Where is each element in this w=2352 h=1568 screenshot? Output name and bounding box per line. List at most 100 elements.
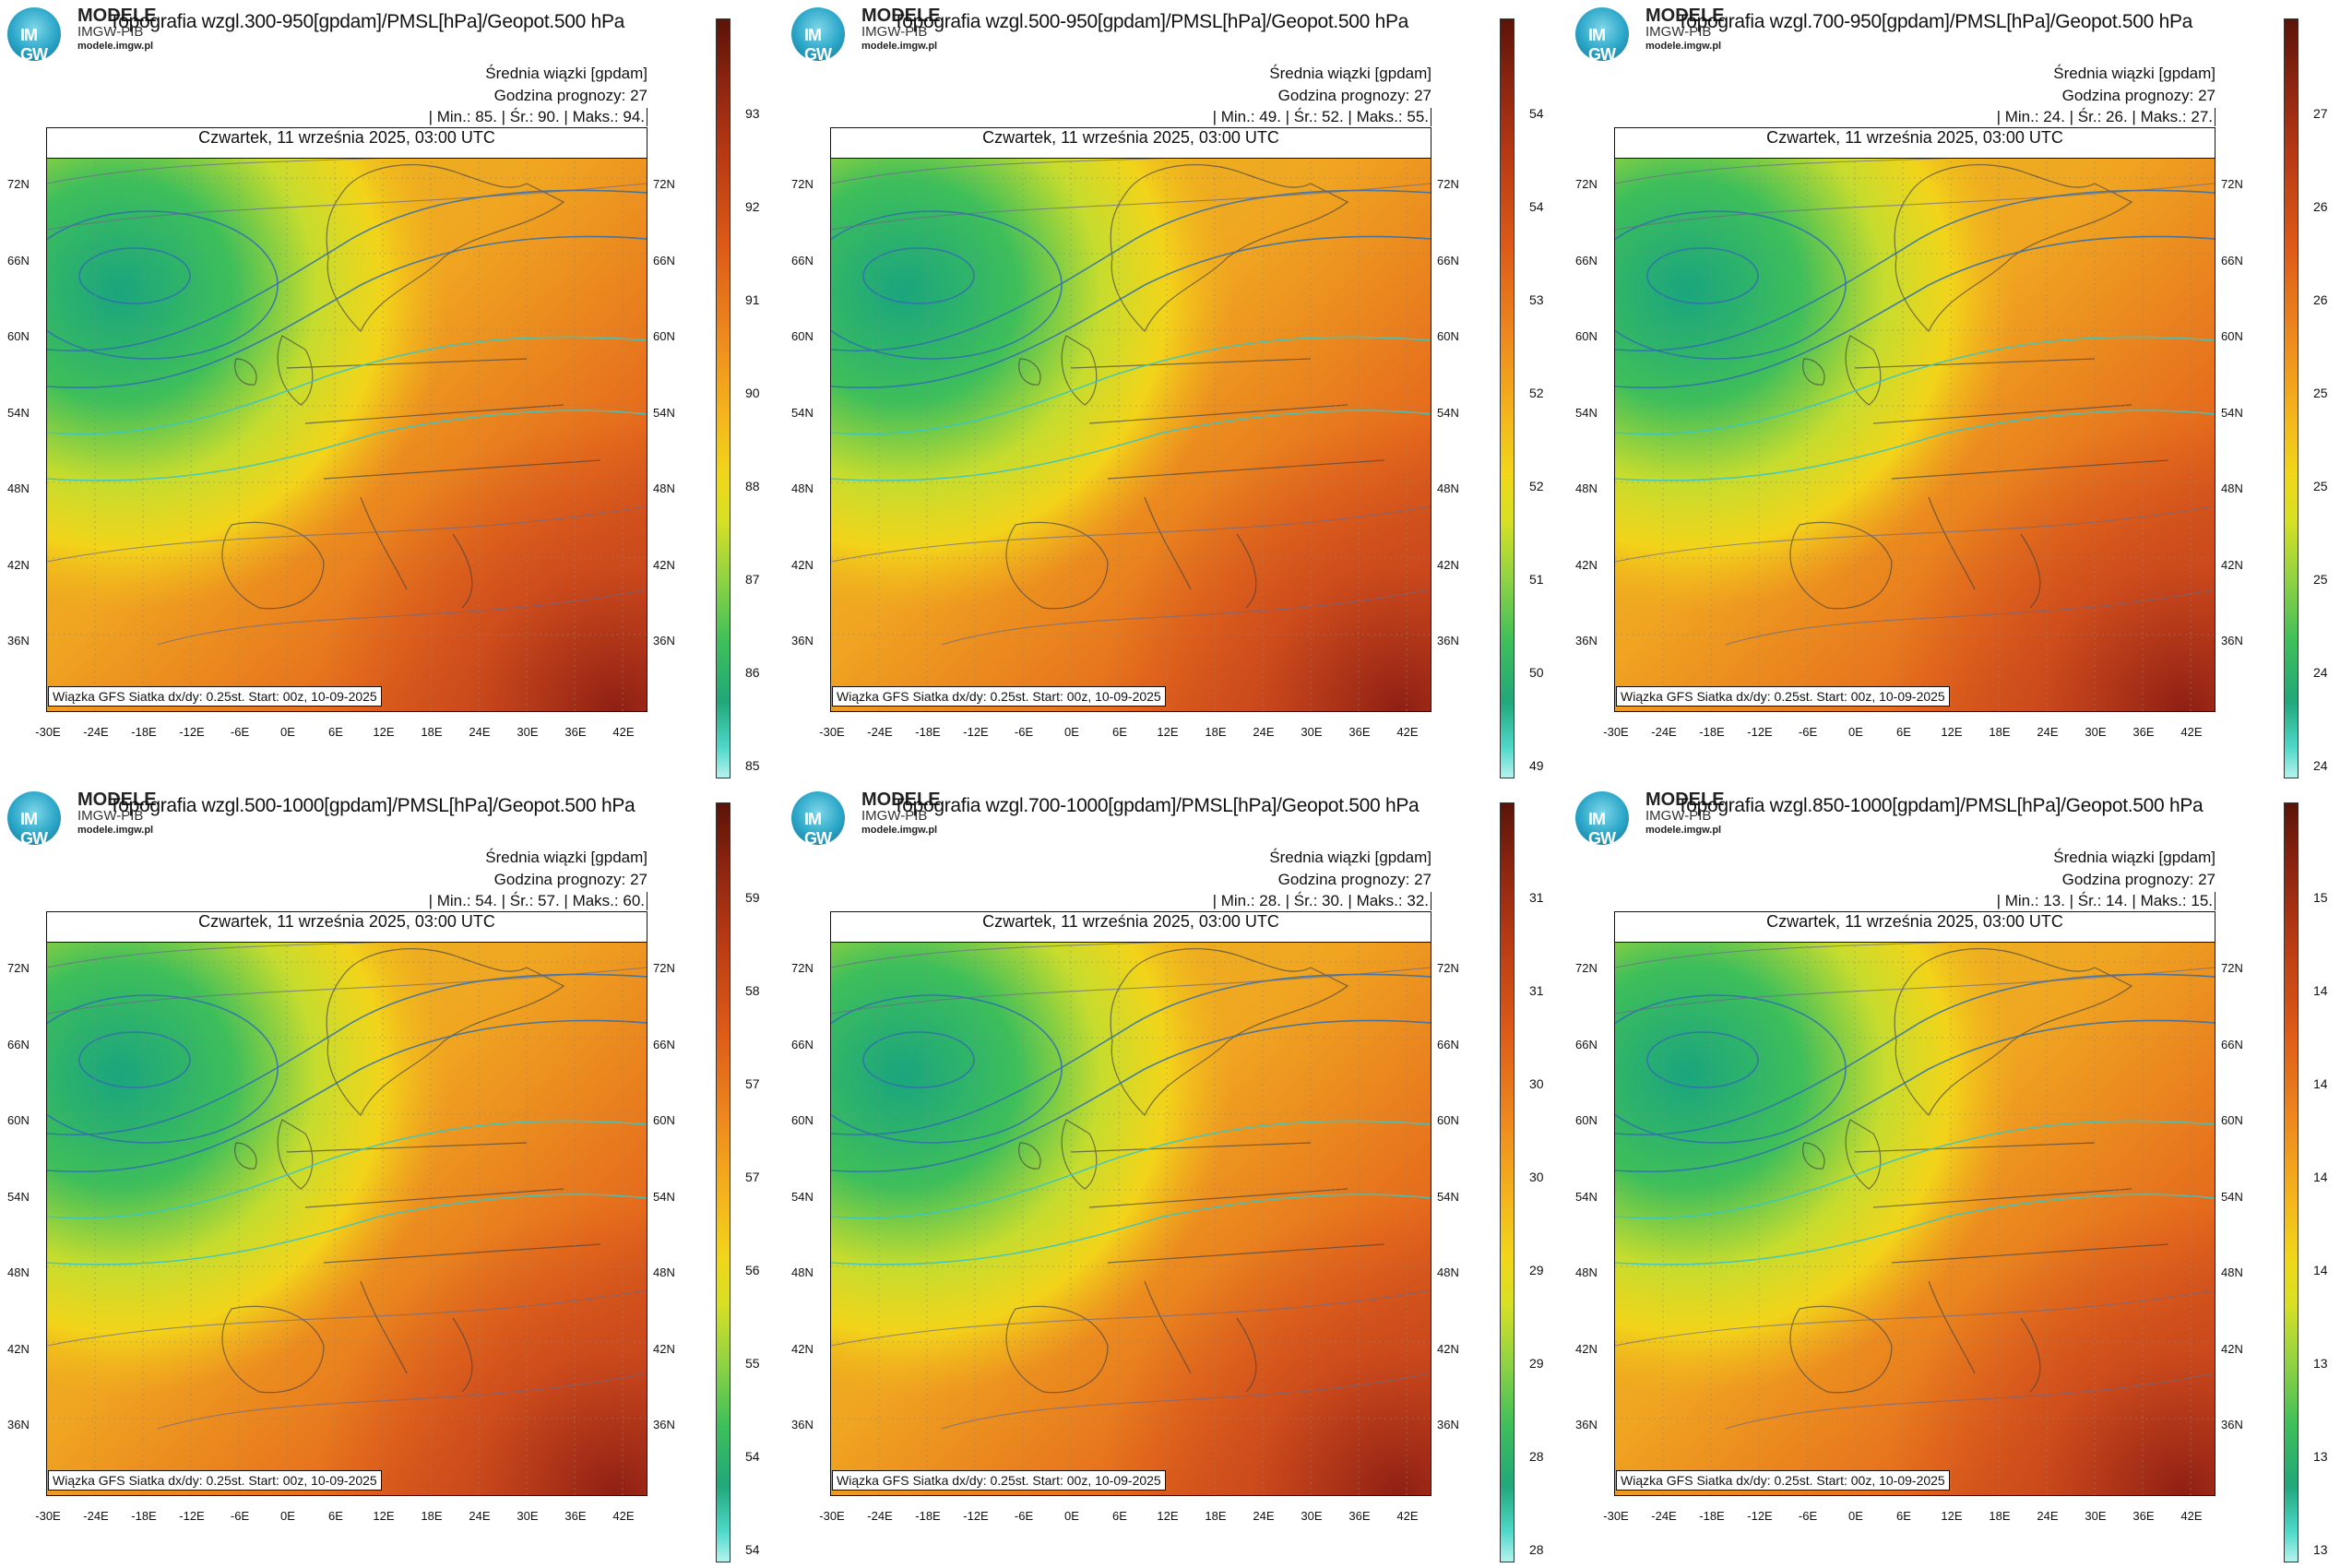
lon-label: 24E [469, 725, 491, 739]
colorbar-tick: 59 [745, 890, 760, 905]
lat-label-left: 36N [1575, 634, 1598, 647]
lat-label-left: 36N [1575, 1418, 1598, 1431]
lat-label-right: 60N [1437, 329, 1459, 343]
lon-label: 30E [1301, 725, 1323, 739]
map-field [46, 127, 647, 712]
lon-label: 42E [1396, 1509, 1419, 1523]
lat-label-left: 72N [791, 177, 814, 191]
map-subtitle: Średnia wiązki [gpdam] [2053, 849, 2215, 866]
colorbar-tick: 54 [1529, 106, 1544, 121]
colorbar-tick: 30 [1529, 1076, 1544, 1091]
forecast-hour: Godzina prognozy: 27 [493, 87, 647, 104]
lat-label-left: 72N [7, 177, 30, 191]
brand-name: MODELE [861, 790, 941, 810]
lon-label: 18E [421, 725, 443, 739]
lon-label: 30E [2085, 725, 2107, 739]
lat-label-left: 60N [7, 1113, 30, 1127]
lat-label-left: 66N [1575, 1037, 1598, 1051]
lat-label-right: 48N [2221, 481, 2243, 495]
lon-label: -6E [1014, 725, 1034, 739]
lat-label-right: 54N [2221, 1189, 2243, 1204]
lon-label: 18E [1205, 725, 1227, 739]
lat-label-left: 66N [1575, 253, 1598, 267]
lat-label-left: 60N [791, 329, 814, 343]
colorbar-tick: 52 [1529, 479, 1544, 493]
colorbar-tick: 50 [1529, 665, 1544, 680]
lat-label-left: 48N [791, 481, 814, 495]
lon-label: 6E [1112, 1509, 1127, 1523]
colorbar-tick: 15 [2313, 890, 2328, 905]
lat-label-right: 60N [1437, 1113, 1459, 1127]
map-field [830, 911, 1431, 1496]
lon-label: 0E [280, 725, 295, 739]
imgw-logo-icon: IM GW [1575, 7, 1629, 64]
lat-label-right: 66N [1437, 1037, 1459, 1051]
lon-label: 42E [612, 1509, 635, 1523]
forecast-hour: Godzina prognozy: 27 [2061, 87, 2215, 104]
forecast-date: Czwartek, 11 września 2025, 03:00 UTC [830, 127, 1431, 159]
colorbar-tick: 26 [2313, 199, 2328, 214]
imgw-logo-icon: IM GW [7, 791, 61, 848]
colorbar [716, 18, 731, 778]
stat-avg: 30. [1322, 892, 1344, 909]
lat-label-right: 36N [653, 634, 675, 647]
lon-label: 18E [421, 1509, 443, 1523]
lon-label: -6E [1798, 1509, 1818, 1523]
lat-label-right: 60N [653, 1113, 675, 1127]
forecast-hour: Godzina prognozy: 27 [493, 871, 647, 888]
lon-label: 30E [1301, 1509, 1323, 1523]
map-panel: IM GW MODELE IMGW-PIB modele.imgw.pl Top… [1568, 784, 2352, 1568]
colorbar-tick: 86 [745, 665, 760, 680]
map-subtitle: Średnia wiązki [gpdam] [1269, 849, 1431, 866]
stat-avg: 90. [538, 108, 560, 125]
lon-label: 0E [1848, 725, 1863, 739]
lon-label: 30E [517, 725, 539, 739]
stat-avg: 57. [538, 892, 560, 909]
lon-label: 6E [328, 1509, 343, 1523]
lat-label-left: 72N [1575, 177, 1598, 191]
lon-label: 36E [1348, 1509, 1371, 1523]
lat-label-right: 54N [2221, 405, 2243, 420]
lon-label: 36E [564, 725, 587, 739]
lat-label-right: 48N [1437, 1265, 1459, 1279]
lon-label: 30E [517, 1509, 539, 1523]
panel-title: Topografia wzgl.700-950[gpdam]/PMSL[hPa]… [1677, 11, 2193, 32]
lat-label-right: 42N [2221, 1341, 2243, 1356]
lon-label: 18E [1989, 725, 2011, 739]
colorbar-tick: 54 [745, 1449, 760, 1464]
lon-label: -30E [819, 725, 845, 739]
imgw-logo-icon: IM GW [791, 791, 845, 848]
stat-min: 24. [2043, 108, 2065, 125]
lon-label: 36E [2132, 725, 2155, 739]
colorbar-tick: 54 [745, 1542, 760, 1557]
lat-label-right: 72N [653, 177, 675, 191]
lon-label: 42E [612, 725, 635, 739]
lon-label: 36E [1348, 725, 1371, 739]
brand-url: modele.imgw.pl [77, 825, 154, 836]
lon-label: -24E [1651, 1509, 1677, 1523]
colorbar [2284, 802, 2299, 1562]
lon-label: 6E [1112, 725, 1127, 739]
lat-label-left: 54N [1575, 1189, 1598, 1204]
brand-name: MODELE [1645, 790, 1725, 810]
colorbar-tick: 27 [2313, 106, 2328, 121]
colorbar [716, 802, 731, 1562]
map-panel: IM GW MODELE IMGW-PIB modele.imgw.pl Top… [1568, 0, 2352, 784]
colorbar-tick: 14 [2313, 1076, 2328, 1091]
colorbar-tick: 51 [1529, 572, 1544, 587]
stat-max: 94. [623, 108, 645, 125]
lat-label-right: 66N [2221, 1037, 2243, 1051]
stat-max: 15. [2191, 892, 2213, 909]
stats-row: | Min.: 49. | Śr.: 52. | Maks.: 55. [1213, 108, 1431, 126]
colorbar-tick: 57 [745, 1170, 760, 1184]
lat-label-left: 60N [791, 1113, 814, 1127]
lat-label-left: 60N [1575, 1113, 1598, 1127]
colorbar-tick: 31 [1529, 983, 1544, 998]
panel-title: Topografia wzgl.850-1000[gpdam]/PMSL[hPa… [1677, 795, 2204, 816]
lon-label: 12E [1157, 725, 1179, 739]
brand-name: MODELE [861, 6, 941, 26]
lon-label: -24E [867, 725, 893, 739]
lon-label: -6E [1798, 725, 1818, 739]
lat-label-left: 36N [7, 1418, 30, 1431]
colorbar [1500, 18, 1515, 778]
